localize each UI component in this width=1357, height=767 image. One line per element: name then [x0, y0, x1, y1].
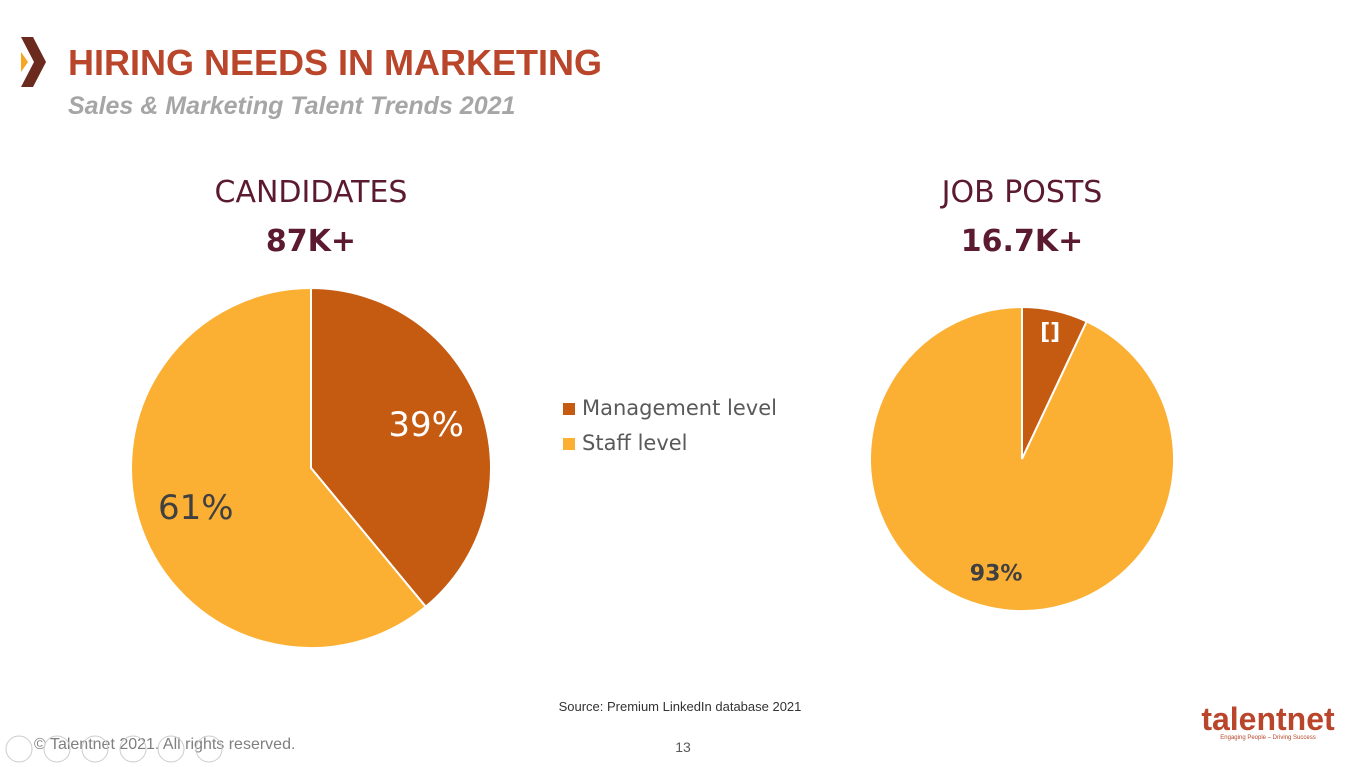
slide-subtitle: Sales & Marketing Talent Trends 2021: [68, 92, 515, 120]
nav-buttons[interactable]: [5, 735, 223, 763]
nav-menu[interactable]: [119, 735, 147, 763]
nav-zoom[interactable]: [157, 735, 185, 763]
pie-slice: [869, 305, 1175, 612]
logo-chevron: [21, 37, 46, 87]
value-label: []: [1040, 320, 1060, 345]
chart-subtitle: 16.7K+: [961, 224, 1083, 259]
nav-next[interactable]: [43, 735, 71, 763]
chart-subtitle: 87K+: [266, 224, 356, 259]
logo-tagline: Engaging People – Driving Success: [1220, 735, 1315, 741]
chart-title: CANDIDATES: [215, 175, 408, 210]
page-number: 13: [675, 739, 691, 755]
legend-swatch: [563, 403, 575, 415]
legend-swatch: [563, 438, 575, 450]
value-label: 39%: [388, 405, 464, 445]
pie-slice: [130, 286, 428, 649]
nav-prev[interactable]: [5, 735, 33, 763]
nav-pen[interactable]: [81, 735, 109, 763]
footer: © Talentnet 2021. All rights reserved.: [34, 736, 295, 753]
value-label: 93%: [970, 562, 1023, 587]
logo: talentnet: [1201, 701, 1335, 737]
legend-label: Management level: [582, 396, 777, 420]
legend-label: Staff level: [582, 431, 688, 455]
chart-title: JOB POSTS: [940, 175, 1103, 210]
logo-chevron-inner: [21, 52, 28, 72]
source: Source: Premium LinkedIn database 2021: [559, 699, 802, 714]
slide-title: HIRING NEEDS IN MARKETING: [68, 42, 602, 83]
pie-slice: [310, 286, 492, 609]
nav-more[interactable]: [195, 735, 223, 763]
value-label: 61%: [158, 488, 234, 528]
